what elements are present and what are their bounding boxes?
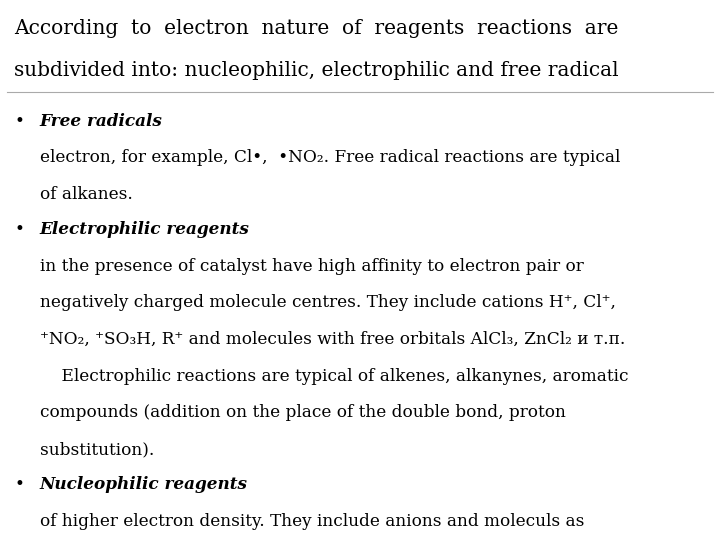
Text: substitution).: substitution). [40, 441, 154, 458]
Text: •: • [14, 112, 24, 130]
Text: Free radicals: Free radicals [40, 112, 163, 130]
Text: in the presence of catalyst have high affinity to electron pair or: in the presence of catalyst have high af… [40, 258, 583, 274]
Text: subdivided into: nucleophilic, electrophilic and free radical: subdivided into: nucleophilic, electroph… [14, 61, 619, 80]
Text: compounds (addition on the place of the double bond, proton: compounds (addition on the place of the … [40, 404, 565, 421]
Text: Nucleophilic reagents: Nucleophilic reagents [40, 476, 248, 493]
Text: electron, for example, Cl•,  •NO₂. Free radical reactions are typical: electron, for example, Cl•, •NO₂. Free r… [40, 149, 620, 166]
Text: of higher electron density. They include anions and moleculs as: of higher electron density. They include… [40, 513, 584, 530]
Text: •: • [14, 221, 24, 238]
Text: ⁺NO₂, ⁺SO₃H, R⁺ and molecules with free orbitals AlCl₃, ZnCl₂ и т.п.: ⁺NO₂, ⁺SO₃H, R⁺ and molecules with free … [40, 331, 625, 348]
Text: negatively charged molecule centres. They include cations H⁺, Cl⁺,: negatively charged molecule centres. The… [40, 294, 616, 311]
Text: Electrophilic reactions are typical of alkenes, alkanynes, aromatic: Electrophilic reactions are typical of a… [40, 368, 628, 384]
Text: According  to  electron  nature  of  reagents  reactions  are: According to electron nature of reagents… [14, 19, 618, 38]
Text: Electrophilic reagents: Electrophilic reagents [40, 221, 249, 238]
Text: of alkanes.: of alkanes. [40, 186, 132, 203]
Text: •: • [14, 476, 24, 493]
